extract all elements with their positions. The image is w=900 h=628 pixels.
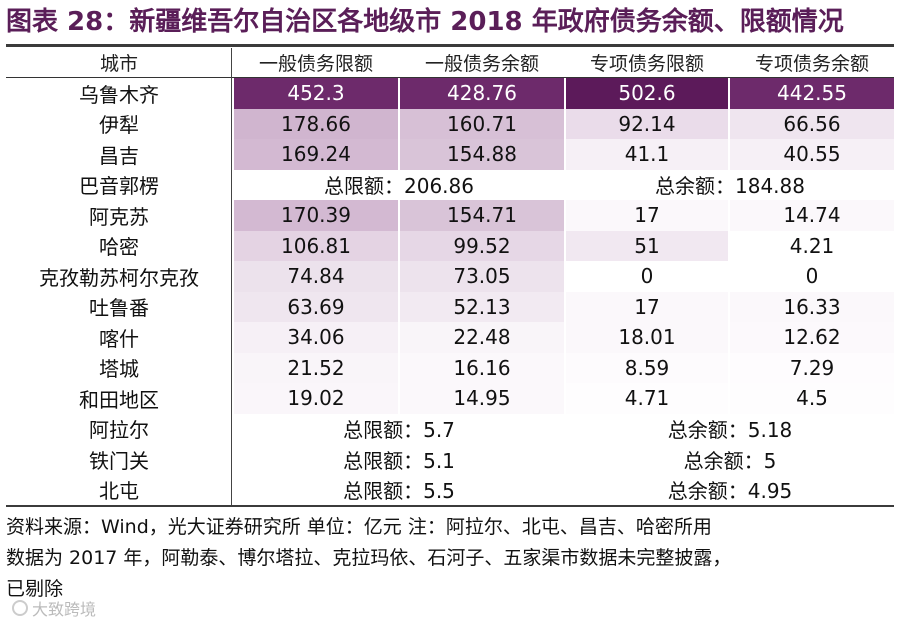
table-row: 克孜勒苏柯尔克孜 74.84 73.05 0 0 xyxy=(6,261,894,292)
general-balance-value: 22.48 xyxy=(400,322,564,353)
special-limit-value: 4.71 xyxy=(566,383,728,414)
city-name: 伊犁 xyxy=(99,113,139,138)
header-general-balance: 一般债务余额 xyxy=(424,53,539,75)
header-special-limit: 专项债务限额 xyxy=(589,53,704,75)
table-row: 铁门关 总限额：5.1 总余额：5 xyxy=(6,444,894,475)
total-limit: 总限额：5.5 xyxy=(343,479,455,504)
special-balance-value: 66.56 xyxy=(730,108,894,139)
table-row: 喀什 34.06 22.48 18.01 12.62 xyxy=(6,322,894,353)
table-row: 塔城 21.52 16.16 8.59 7.29 xyxy=(6,352,894,383)
total-balance: 总余额：5.18 xyxy=(667,418,793,443)
general-limit-value: 106.81 xyxy=(234,230,398,261)
special-limit-value: 92.14 xyxy=(566,108,728,139)
general-balance-value: 16.16 xyxy=(400,352,564,383)
table-row: 昌吉 169.24 154.88 41.1 40.55 xyxy=(6,139,894,170)
special-balance-value: 442.55 xyxy=(730,78,894,109)
special-limit-value: 17 xyxy=(566,200,728,231)
city-name: 铁门关 xyxy=(89,448,149,473)
general-limit-value: 21.52 xyxy=(234,352,398,383)
city-name: 克孜勒苏柯尔克孜 xyxy=(39,265,199,290)
general-balance-value: 73.05 xyxy=(400,261,564,292)
general-limit-value: 169.24 xyxy=(234,139,398,170)
total-limit: 总限额：206.86 xyxy=(324,174,474,199)
special-limit-value: 8.59 xyxy=(566,352,728,383)
general-limit-value: 452.3 xyxy=(234,78,398,109)
watermark-text: 大致跨境 xyxy=(32,600,97,619)
general-limit-value: 178.66 xyxy=(234,108,398,139)
header-general-limit: 一般债务限额 xyxy=(258,53,373,75)
general-limit-value: 170.39 xyxy=(234,200,398,231)
table-row: 乌鲁木齐 452.3 428.76 502.6 442.55 xyxy=(6,78,894,109)
source-note-line: 数据为 2017 年，阿勒泰、博尔塔拉、克拉玛依、石河子、五家渠市数据未完整披露… xyxy=(6,547,732,569)
table-top-rule xyxy=(6,44,894,47)
total-balance: 总余额：184.88 xyxy=(655,174,805,199)
special-limit-value: 41.1 xyxy=(566,139,728,170)
watermark: 大致跨境 xyxy=(12,596,96,620)
watermark-logo-icon xyxy=(12,600,28,616)
table-row: 巴音郭楞 总限额：206.86 总余额：184.88 xyxy=(6,170,894,201)
special-limit-value: 0 xyxy=(566,261,728,292)
special-balance-value: 0 xyxy=(730,261,894,292)
total-limit: 总限额：5.7 xyxy=(343,418,455,443)
special-balance-value: 4.5 xyxy=(730,383,894,414)
table-row: 伊犁 178.66 160.71 92.14 66.56 xyxy=(6,108,894,139)
table-header-row: 城市 一般债务限额 一般债务余额 专项债务限额 专项债务余额 xyxy=(6,48,894,78)
special-balance-value: 14.74 xyxy=(730,200,894,231)
total-limit: 总限额：5.1 xyxy=(343,448,455,473)
city-name: 塔城 xyxy=(99,357,139,382)
table-row: 吐鲁番 63.69 52.13 17 16.33 xyxy=(6,291,894,322)
table-row: 和田地区 19.02 14.95 4.71 4.5 xyxy=(6,383,894,414)
table-bottom-rule xyxy=(6,505,894,507)
city-name: 北屯 xyxy=(99,479,139,504)
city-name: 乌鲁木齐 xyxy=(79,82,159,107)
general-balance-value: 154.88 xyxy=(400,139,564,170)
special-balance-value: 12.62 xyxy=(730,322,894,353)
city-name: 阿拉尔 xyxy=(89,418,149,443)
city-name: 和田地区 xyxy=(79,387,159,412)
table-row: 哈密 106.81 99.52 51 4.21 xyxy=(6,230,894,261)
special-balance-value: 7.29 xyxy=(730,352,894,383)
special-balance-value: 4.21 xyxy=(730,230,894,261)
city-name: 哈密 xyxy=(99,235,139,260)
general-limit-value: 74.84 xyxy=(234,261,398,292)
special-balance-value: 40.55 xyxy=(730,139,894,170)
special-limit-value: 502.6 xyxy=(566,78,728,109)
general-limit-value: 34.06 xyxy=(234,322,398,353)
figure-title: 图表 28：新疆维吾尔自治区各地级市 2018 年政府债务余额、限额情况 xyxy=(6,7,844,37)
city-name: 阿克苏 xyxy=(89,204,149,229)
special-limit-value: 18.01 xyxy=(566,322,728,353)
special-limit-value: 51 xyxy=(566,230,728,261)
general-balance-value: 99.52 xyxy=(400,230,564,261)
general-balance-value: 14.95 xyxy=(400,383,564,414)
general-limit-value: 19.02 xyxy=(234,383,398,414)
table-row: 北屯 总限额：5.5 总余额：4.95 xyxy=(6,475,894,506)
total-balance: 总余额：4.95 xyxy=(667,479,793,504)
header-special-balance: 专项债务余额 xyxy=(754,53,869,75)
special-limit-value: 17 xyxy=(566,291,728,322)
debt-table: 城市 一般债务限额 一般债务余额 专项债务限额 专项债务余额 乌鲁木齐 452.3… xyxy=(6,48,894,505)
general-balance-value: 428.76 xyxy=(400,78,564,109)
source-note-line: 已剔除 xyxy=(6,578,64,600)
total-balance: 总余额：5 xyxy=(683,448,777,473)
general-balance-value: 154.71 xyxy=(400,200,564,231)
general-balance-value: 160.71 xyxy=(400,108,564,139)
city-name: 昌吉 xyxy=(99,143,139,168)
city-name: 吐鲁番 xyxy=(89,296,149,321)
general-limit-value: 63.69 xyxy=(234,291,398,322)
source-note: 资料来源：Wind，光大证券研究所 单位：亿元 注：阿拉尔、北屯、昌吉、哈密所用… xyxy=(6,512,896,605)
table-row: 阿拉尔 总限额：5.7 总余额：5.18 xyxy=(6,414,894,445)
table-row: 阿克苏 170.39 154.71 17 14.74 xyxy=(6,200,894,231)
city-name: 巴音郭楞 xyxy=(79,174,159,199)
column-divider xyxy=(231,48,232,505)
special-balance-value: 16.33 xyxy=(730,291,894,322)
general-balance-value: 52.13 xyxy=(400,291,564,322)
city-name: 喀什 xyxy=(99,326,139,351)
source-note-line: 资料来源：Wind，光大证券研究所 单位：亿元 注：阿拉尔、北屯、昌吉、哈密所用 xyxy=(6,516,712,538)
header-city: 城市 xyxy=(99,53,138,75)
